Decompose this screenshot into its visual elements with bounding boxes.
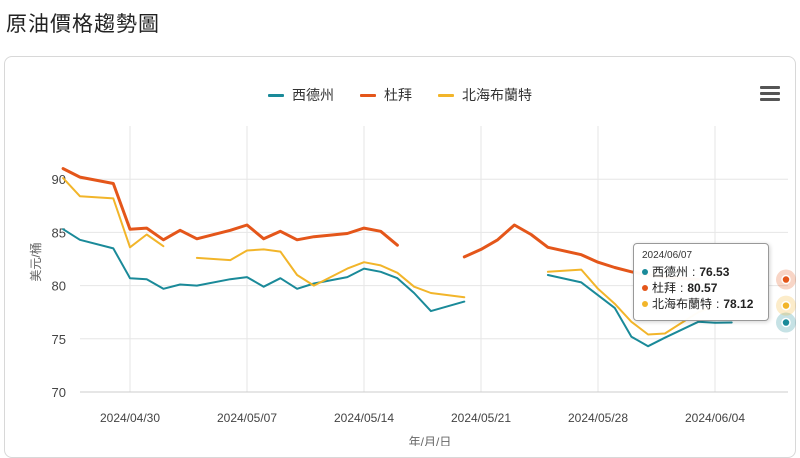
tooltip-row-brent: 北海布蘭特: 78.12 xyxy=(642,296,760,312)
legend-item-dubai[interactable]: 杜拜 xyxy=(360,85,412,105)
page-title: 原油價格趨勢圖 xyxy=(6,13,160,36)
tooltip-dot-wti xyxy=(642,269,648,275)
tooltip-name-brent: 北海布蘭特 xyxy=(652,297,713,311)
legend-label-wti: 西德州 xyxy=(292,87,334,103)
chart-tooltip: 2024/06/07 西德州: 76.53 杜拜: 80.57 北海布蘭特: 7… xyxy=(633,243,769,321)
legend-label-dubai: 杜拜 xyxy=(384,87,412,103)
tooltip-name-dubai: 杜拜 xyxy=(652,281,677,295)
legend-swatch-brent xyxy=(438,93,454,97)
tooltip-value-wti: 76.53 xyxy=(699,265,730,279)
legend-item-brent[interactable]: 北海布蘭特 xyxy=(438,85,532,105)
tooltip-value-brent: 78.12 xyxy=(723,297,754,311)
tooltip-date: 2024/06/07 xyxy=(642,250,693,261)
legend-swatch-dubai xyxy=(360,93,376,97)
tooltip-dot-brent xyxy=(642,301,648,307)
tooltip-dot-dubai xyxy=(642,285,648,291)
tooltip-value-dubai: 80.57 xyxy=(687,281,718,295)
tooltip-name-wti: 西德州 xyxy=(652,265,689,279)
legend-item-wti[interactable]: 西德州 xyxy=(268,85,334,105)
legend-label-brent: 北海布蘭特 xyxy=(462,87,532,103)
tooltip-row-wti: 西德州: 76.53 xyxy=(642,264,760,280)
legend-swatch-wti xyxy=(268,93,284,97)
tooltip-row-dubai: 杜拜: 80.57 xyxy=(642,280,760,296)
hamburger-menu-icon[interactable] xyxy=(760,84,780,104)
chart-legend: 西德州 杜拜 北海布蘭特 xyxy=(0,84,800,106)
